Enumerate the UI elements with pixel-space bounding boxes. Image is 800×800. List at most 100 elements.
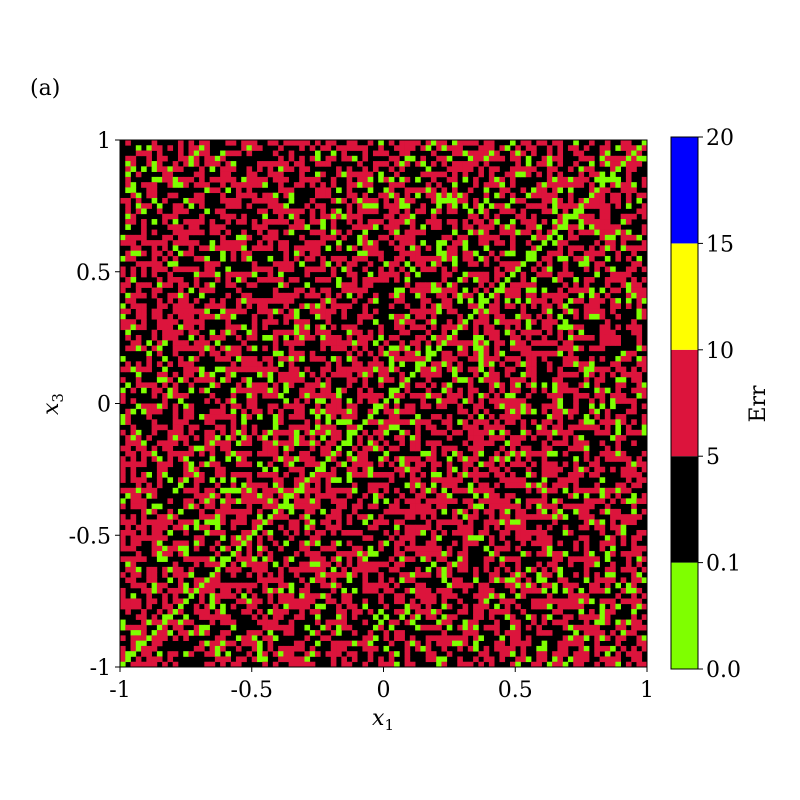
heatmap-cell	[499, 145, 506, 151]
heatmap-cell	[589, 250, 595, 257]
heatmap-cell	[636, 598, 643, 605]
heatmap-cell	[573, 408, 579, 415]
heatmap-cell	[399, 377, 405, 383]
heatmap-cell	[120, 498, 126, 504]
heatmap-cell	[357, 398, 363, 404]
heatmap-cell	[346, 514, 353, 520]
heatmap-cell	[573, 503, 579, 510]
heatmap-cell	[509, 334, 516, 341]
heatmap-cell	[314, 466, 321, 473]
heatmap-cell	[515, 450, 521, 457]
heatmap-cell	[209, 456, 216, 462]
heatmap-cell	[578, 245, 585, 252]
heatmap-cell	[430, 213, 437, 220]
heatmap-cell	[446, 219, 453, 225]
heatmap-cell	[172, 308, 179, 315]
heatmap-cell	[346, 403, 353, 410]
heatmap-cell	[257, 535, 263, 541]
heatmap-cell	[594, 266, 600, 273]
heatmap-cell	[583, 508, 590, 515]
heatmap-cell	[625, 271, 632, 278]
heatmap-cell	[225, 219, 232, 225]
heatmap-cell	[499, 271, 506, 278]
heatmap-cell	[499, 414, 506, 420]
heatmap-cell	[214, 340, 221, 346]
heatmap-cell	[589, 514, 595, 520]
heatmap-cell	[214, 493, 221, 499]
heatmap-cell	[394, 561, 400, 568]
heatmap-cell	[272, 482, 279, 489]
heatmap-cell	[251, 245, 258, 252]
heatmap-cell	[314, 529, 321, 536]
heatmap-cell	[462, 350, 469, 357]
heatmap-cell	[177, 224, 184, 230]
heatmap-cell	[415, 340, 421, 346]
heatmap-cell	[594, 271, 600, 278]
heatmap-cell	[325, 187, 332, 194]
heatmap-cell	[299, 593, 305, 599]
heatmap-cell	[293, 551, 300, 557]
heatmap-cell	[330, 229, 337, 236]
heatmap-cell	[436, 519, 442, 526]
heatmap-cell	[610, 435, 616, 441]
heatmap-cell	[404, 150, 411, 157]
heatmap-cell	[251, 261, 258, 267]
heatmap-cell	[494, 424, 500, 431]
heatmap-cell	[146, 145, 152, 151]
heatmap-cell	[399, 234, 405, 241]
heatmap-cell	[420, 240, 427, 246]
heatmap-cell	[272, 503, 279, 510]
heatmap-cell	[378, 403, 384, 410]
heatmap-cell	[336, 187, 342, 194]
heatmap-cell	[320, 392, 326, 399]
heatmap-cell	[235, 587, 242, 594]
heatmap-cell	[388, 155, 395, 162]
heatmap-cell	[220, 545, 226, 552]
heatmap-cell	[436, 287, 442, 294]
heatmap-cell	[246, 361, 253, 367]
heatmap-cell	[262, 161, 268, 167]
heatmap-cell	[509, 219, 516, 225]
heatmap-cell	[452, 356, 458, 362]
heatmap-cell	[494, 277, 500, 283]
heatmap-cell	[520, 261, 527, 267]
heatmap-cell	[235, 219, 242, 225]
heatmap-cell	[446, 392, 453, 399]
heatmap-cell	[636, 535, 643, 541]
heatmap-cell	[599, 208, 606, 215]
heatmap-cell	[415, 603, 421, 610]
heatmap-cell	[246, 140, 253, 146]
heatmap-cell	[162, 445, 168, 452]
heatmap-cell	[615, 414, 621, 420]
heatmap-cell	[241, 250, 247, 257]
heatmap-cell	[230, 150, 237, 157]
heatmap-cell	[283, 282, 289, 288]
heatmap-cell	[467, 271, 474, 278]
heatmap-cell	[536, 313, 542, 320]
heatmap-cell	[552, 277, 558, 283]
heatmap-cell	[172, 161, 179, 167]
heatmap-cell	[283, 450, 289, 457]
heatmap-cell	[420, 556, 427, 562]
heatmap-cell	[541, 461, 548, 468]
heatmap-cell	[536, 529, 542, 536]
heatmap-cell	[304, 419, 311, 425]
heatmap-cell	[220, 171, 226, 178]
heatmap-cell	[546, 392, 553, 399]
heatmap-cell	[420, 308, 427, 315]
heatmap-cell	[257, 308, 263, 315]
heatmap-cell	[146, 593, 152, 599]
heatmap-cell	[120, 308, 126, 315]
heatmap-cell	[452, 292, 458, 299]
heatmap-cell	[314, 482, 321, 489]
heatmap-cell	[525, 482, 532, 489]
heatmap-cell	[452, 519, 458, 526]
heatmap-cell	[557, 566, 564, 573]
heatmap-cell	[183, 408, 189, 415]
heatmap-cell	[557, 277, 564, 283]
heatmap-cell	[162, 234, 168, 241]
heatmap-cell	[372, 445, 379, 452]
heatmap-cell	[225, 414, 232, 420]
heatmap-cell	[151, 503, 158, 510]
heatmap-cell	[199, 324, 205, 331]
